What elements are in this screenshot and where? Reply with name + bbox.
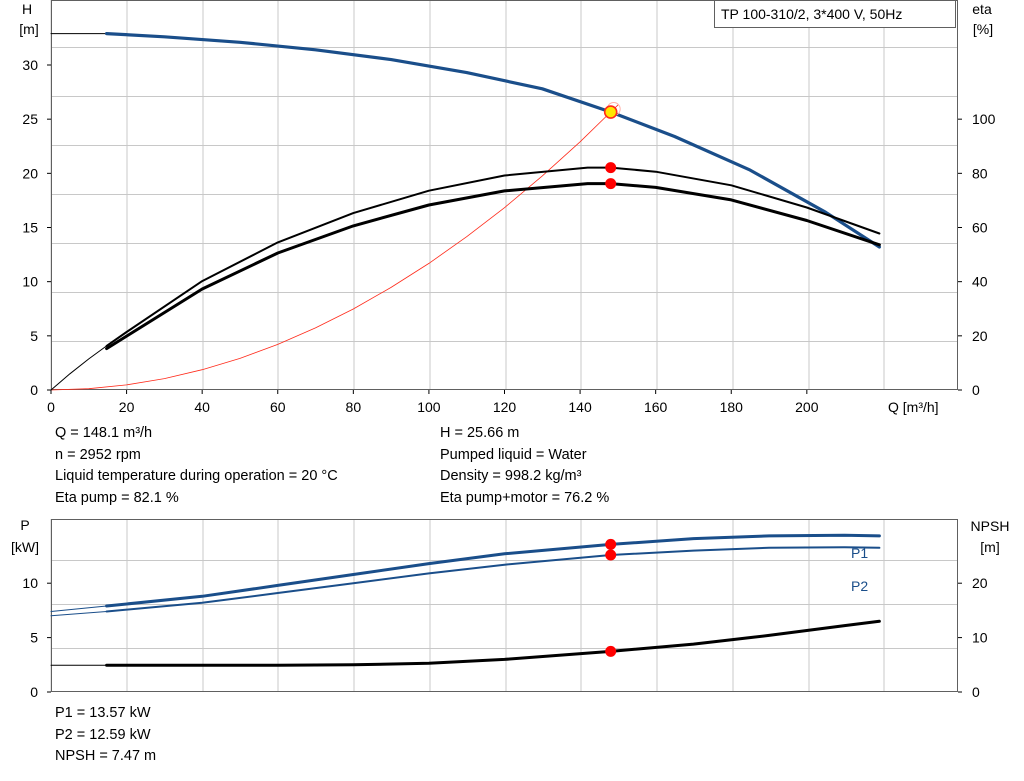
info-eta-pump-motor: Eta pump+motor = 76.2 % [440,489,610,506]
duty-point-marker [605,538,617,550]
plot-frame [51,519,958,692]
head-efficiency-chart: 0 5 10 15 20 25 30 0 20 40 60 80 100 0 20 40 60 80 100 120 1… [19,0,996,415]
info-temperature: Liquid temperature during operation = 20… [55,468,338,484]
y-right-axis-unit: [%] [973,21,993,37]
x-tick-label: 80 [346,399,362,415]
series-head [104,31,882,249]
series-eta-pump-motor [105,182,881,351]
x-tick-label: 20 [119,399,135,415]
y-right-axis-label: eta [972,1,992,17]
y-left-axis-label: H [22,1,32,17]
x-tick-label: 140 [568,399,592,415]
x-tick-label: 0 [47,399,55,415]
power-info: P1 = 13.57 kW P2 = 12.59 kW NPSH = 7.47 … [55,703,156,768]
info-liquid: Pumped liquid = Water [440,446,587,463]
series-p1 [105,533,881,608]
duty-point-marker [605,549,617,561]
y-right-tick-label: 80 [972,165,988,181]
operating-info-left: Q = 148.1 m³/h n = 2952 rpm Liquid tempe… [55,423,338,509]
operating-point-marker [603,105,618,119]
series-label-p2: P2 [851,578,868,594]
series-p2 [105,546,881,613]
x-tick-label: 200 [795,399,819,415]
series-eta-pump [105,166,881,347]
y-right-tick-label: 20 [972,328,988,344]
duty-point-marker [605,162,617,174]
y-right-tick-label: 40 [972,274,988,290]
x-tick-label: 160 [644,399,668,415]
y-left-tick-label: 5 [30,328,38,344]
x-tick-label: 100 [417,399,441,415]
duty-point-marker [605,645,617,657]
y-right-tick-label: 10 [972,630,988,646]
power-npsh-chart: 0 5 10 0 10 20 P [kW] NPSH [m] P1 P2 [11,517,1009,700]
info-speed: n = 2952 rpm [55,446,141,463]
info-p2: P2 = 12.59 kW [55,726,151,743]
series-npsh [105,619,881,667]
y-left-tick-label: 25 [22,111,38,127]
y-left-tick-label: 20 [22,165,38,181]
y-right-tick-label: 100 [972,111,996,127]
info-eta-pump: Eta pump = 82.1 % [55,489,179,506]
y-left-tick-label: 0 [30,382,38,398]
y-left-tick-label: 10 [22,575,38,591]
x-tick-label: 40 [194,399,210,415]
plot-frame [51,0,958,390]
operating-info-right: H = 25.66 m Pumped liquid = Water Densit… [440,423,609,509]
y-right-axis-label: NPSH [971,518,1010,534]
y-left-tick-label: 5 [30,630,38,646]
x-tick-label: 120 [493,399,517,415]
y-left-tick-label: 15 [22,220,38,236]
x-tick-label: 60 [270,399,286,415]
y-right-axis-unit: [m] [980,539,999,555]
x-tick-label: 180 [720,399,744,415]
y-left-tick-label: 10 [22,274,38,290]
info-flow: Q = 148.1 m³/h [55,425,153,441]
y-right-tick-label: 20 [972,575,988,591]
x-axis-label: Q [m³/h] [888,399,939,415]
y-right-tick-label: 60 [972,220,988,236]
y-right-tick-label: 0 [972,684,980,700]
y-left-tick-label: 30 [22,57,38,73]
duty-point-marker [605,178,617,190]
y-left-tick-label: 0 [30,684,38,700]
y-left-axis-unit: [kW] [11,539,39,555]
info-p1: P1 = 13.57 kW [55,705,151,721]
series-p1-ext [50,605,108,612]
series-p2-ext [50,611,108,617]
y-left-axis-unit: [m] [19,21,38,37]
info-density: Density = 998.2 kg/m³ [440,468,582,484]
pump-model-box [714,0,956,28]
series-label-p1: P1 [851,545,868,561]
y-left-axis-label: P [20,517,29,533]
series-system-curve [50,104,619,391]
series-eta-ext [50,345,108,391]
info-head: H = 25.66 m [440,425,520,441]
y-right-tick-label: 0 [972,382,980,398]
info-npsh: NPSH = 7.47 m [55,748,157,764]
pump-model-label: TP 100-310/2, 3*400 V, 50Hz [721,6,902,22]
